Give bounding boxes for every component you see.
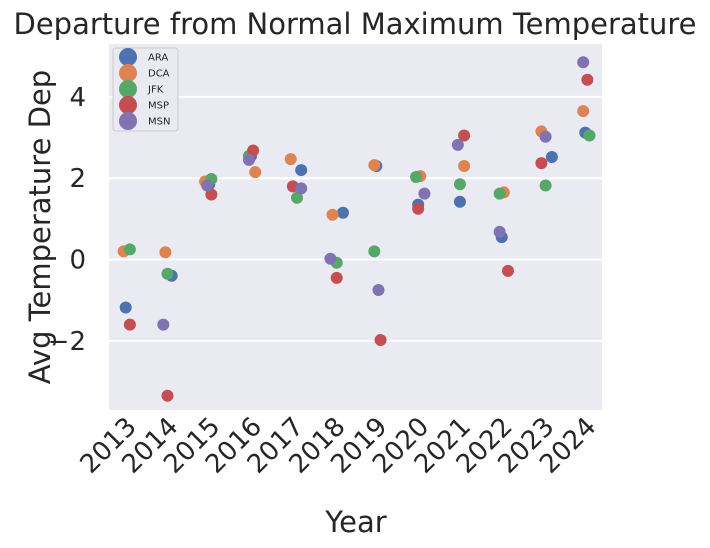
y-tick-label: 4 [69, 83, 86, 113]
y-tick-label: 2 [69, 164, 86, 194]
legend-label-jfk: JFK [147, 85, 164, 96]
data-point-msp [247, 144, 260, 157]
legend-marker-msn [119, 112, 137, 130]
grid-lines [109, 95, 602, 342]
data-point-jfk [291, 191, 304, 204]
data-point-jfk [453, 178, 466, 191]
data-point-msp [581, 73, 594, 86]
data-point-msp [412, 202, 425, 215]
data-point-jfk [583, 129, 596, 142]
data-point-msn [577, 56, 590, 69]
legend-marker-msp [119, 96, 137, 114]
data-point-jfk [539, 179, 552, 192]
data-point-msp [501, 264, 514, 277]
y-axis-label: Avg Temperature Dep [23, 70, 57, 384]
legend-label-msn: MSN [148, 117, 170, 128]
legend-marker-jfk [119, 80, 137, 98]
data-point-msn [418, 187, 431, 200]
data-point-msp [535, 157, 548, 170]
data-point-jfk [410, 170, 423, 183]
data-point-ara [545, 151, 558, 164]
chart-title: Departure from Normal Maximum Temperatur… [13, 7, 696, 41]
data-point-msn [324, 252, 337, 265]
legend-label-ara: ARA [148, 53, 168, 64]
data-point-dca [458, 160, 471, 172]
data-point-msp [330, 271, 343, 284]
data-point-msn [372, 284, 385, 297]
legend-marker-ara [119, 48, 137, 66]
data-point-msp [205, 188, 218, 201]
y-tick-label: 0 [69, 246, 86, 276]
data-point-msp [374, 334, 387, 347]
data-point-jfk [493, 187, 506, 200]
y-tick-label: −2 [48, 327, 86, 357]
data-point-dca [577, 105, 590, 118]
legend: ARA DCA JFK MSP MSN [112, 47, 179, 132]
data-point-ara [295, 164, 308, 177]
data-points [117, 56, 596, 402]
data-point-dca [159, 246, 172, 259]
data-point-msp [161, 389, 174, 402]
data-point-dca [284, 153, 297, 166]
data-point-msn [451, 138, 464, 151]
data-point-ara [453, 195, 466, 208]
data-point-jfk [161, 267, 174, 280]
plot-area [109, 44, 602, 410]
data-point-msn [539, 130, 552, 143]
data-point-ara [119, 301, 132, 314]
data-point-jfk [368, 245, 381, 258]
data-point-msn [493, 225, 506, 238]
legend-label-msp: MSP [148, 101, 169, 112]
data-point-dca [368, 159, 381, 172]
x-tick-labels: 2013201420152016201720182019202020212022… [75, 412, 603, 480]
data-point-dca [249, 166, 262, 179]
data-point-msp [458, 129, 471, 142]
data-point-dca [326, 208, 339, 221]
data-point-msn [242, 153, 255, 166]
legend-label-dca: DCA [148, 69, 170, 80]
y-tick-labels: −2 0 2 4 [48, 83, 86, 357]
data-point-msp [123, 318, 136, 331]
data-point-msn [201, 179, 214, 192]
data-point-msn [157, 318, 170, 331]
data-point-ara [336, 206, 349, 219]
data-point-jfk [123, 243, 136, 256]
data-point-msn [295, 182, 308, 195]
legend-marker-dca [119, 64, 137, 82]
x-axis-label: Year [324, 505, 386, 539]
